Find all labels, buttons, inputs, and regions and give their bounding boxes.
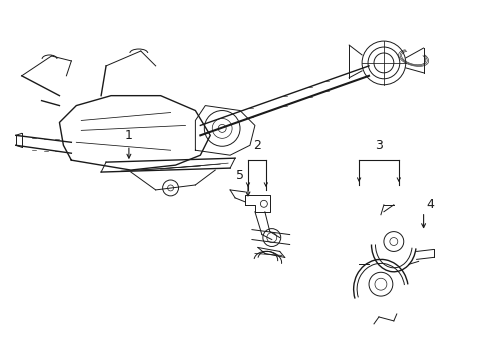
- Text: 4: 4: [426, 198, 434, 211]
- Text: 1: 1: [125, 129, 133, 142]
- Text: 2: 2: [252, 139, 260, 152]
- Text: 5: 5: [236, 168, 244, 181]
- Text: 3: 3: [374, 139, 382, 152]
